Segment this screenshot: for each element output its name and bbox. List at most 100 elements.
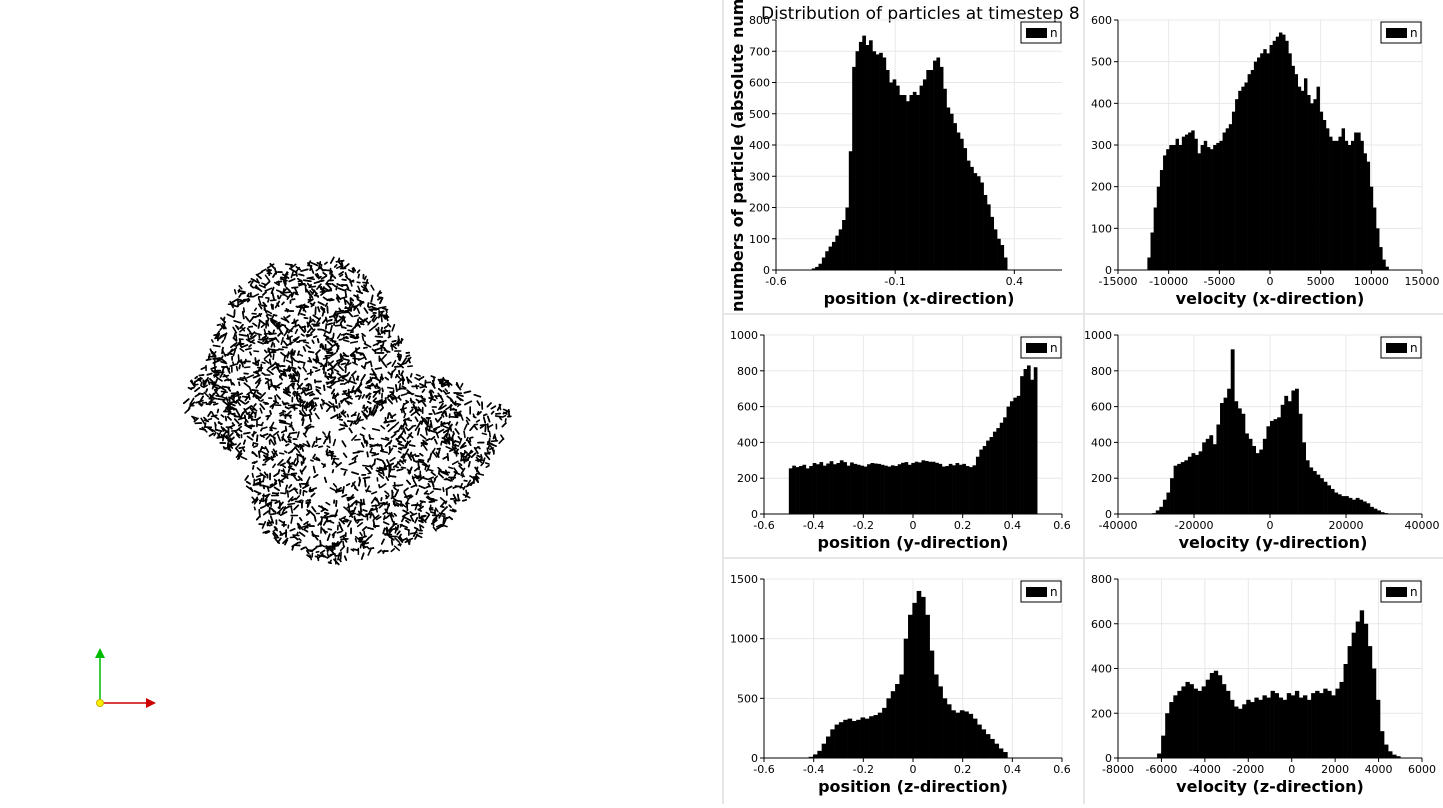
histogram-bar <box>1226 128 1229 270</box>
x-tick-label: -10000 <box>1149 275 1188 288</box>
histogram-bar <box>1190 684 1194 758</box>
histogram-bar <box>1194 689 1198 758</box>
histogram-bar <box>942 467 946 514</box>
x-tick-label: -0.4 <box>803 519 824 532</box>
y-tick-label: 800 <box>737 365 758 378</box>
histogram-bar <box>1299 414 1303 514</box>
histogram-bar <box>1000 423 1004 514</box>
histogram-bar <box>933 61 937 270</box>
y-tick-label: 600 <box>1091 618 1112 631</box>
y-tick-label: 800 <box>749 14 770 27</box>
histogram-bar <box>1345 496 1349 514</box>
histogram-bar <box>1246 700 1250 758</box>
histogram-bar <box>943 89 947 270</box>
histogram-bar <box>1320 112 1323 270</box>
histogram-bar <box>1267 698 1271 758</box>
histogram-bar <box>1370 187 1373 270</box>
histogram-bar <box>1379 247 1382 270</box>
histogram-bar <box>1177 691 1181 758</box>
histogram-bar <box>1010 401 1014 514</box>
legend-swatch <box>1386 587 1407 597</box>
histogram-bar <box>952 465 956 514</box>
histogram-bar <box>980 183 984 271</box>
histogram-bar <box>956 463 960 514</box>
histogram-bar <box>1270 45 1273 270</box>
histogram-bar <box>866 45 870 270</box>
histogram-bar <box>872 51 876 270</box>
x-tick-label: -4000 <box>1189 763 1221 776</box>
histogram-bar <box>1163 500 1167 514</box>
histogram-bar <box>1209 435 1213 514</box>
y-tick-label: 600 <box>737 401 758 414</box>
histogram-bar <box>908 615 913 758</box>
histogram-bar <box>1260 53 1263 270</box>
legend: n <box>1021 337 1061 358</box>
histogram-bar <box>829 247 833 270</box>
histogram-bar <box>1231 349 1235 514</box>
histogram-bar <box>865 719 870 758</box>
histogram-bar <box>1230 700 1234 758</box>
histogram-bar <box>1299 698 1303 758</box>
histogram-bar <box>1027 365 1031 514</box>
histogram-bar <box>1166 493 1170 514</box>
y-tick-label: 500 <box>749 108 770 121</box>
histogram-bar <box>969 467 973 514</box>
y-tick-label: 200 <box>1091 472 1112 485</box>
histogram-bar <box>864 467 868 514</box>
histogram-bars <box>1147 33 1388 271</box>
x-tick-label: 0.4 <box>1004 763 1022 776</box>
histogram-bar <box>930 70 934 270</box>
histogram-bar <box>1327 485 1331 514</box>
histogram-bar <box>1309 467 1313 514</box>
histogram-bar <box>882 708 887 758</box>
histogram-bar <box>945 466 949 514</box>
x-tick-label: 0.6 <box>1053 519 1071 532</box>
histogram-bar <box>1319 693 1323 758</box>
histogram-bar <box>1356 498 1360 514</box>
histogram-bar <box>884 466 888 514</box>
histogram-bar <box>1179 145 1182 270</box>
histogram-bar <box>1244 83 1247 271</box>
histogram-bar <box>1351 141 1354 270</box>
x-axis-label: velocity (z-direction) <box>1176 777 1364 796</box>
histogram-bar <box>990 217 994 270</box>
histogram-bar <box>1013 398 1017 514</box>
histogram-bar <box>1270 421 1274 514</box>
histogram-bar <box>1376 228 1379 270</box>
histogram-bar <box>1185 682 1189 758</box>
histogram-bar <box>947 704 952 758</box>
histogram-bar <box>1185 135 1188 270</box>
x-tick-label: -0.6 <box>753 519 774 532</box>
histogram-bar <box>904 639 909 758</box>
histogram-bar <box>918 462 922 514</box>
histogram-bar <box>1182 137 1185 270</box>
histogram-bar <box>1338 494 1342 514</box>
histogram-bar <box>1367 162 1370 270</box>
histogram-bar <box>949 464 953 514</box>
x-tick-label: -8000 <box>1102 763 1134 776</box>
histogram-bar <box>1241 414 1245 514</box>
histogram-bar <box>993 432 997 514</box>
histogram-bar <box>1313 471 1317 514</box>
histogram-bar <box>1034 367 1038 514</box>
histogram-bar <box>966 466 970 514</box>
histogram-bar <box>939 464 943 514</box>
histogram-bar <box>1172 145 1175 270</box>
histogram-bar <box>1341 496 1345 514</box>
histogram-bar <box>981 729 986 758</box>
y-tick-label: 500 <box>1091 56 1112 69</box>
histogram-bar <box>843 462 847 514</box>
histogram-bar <box>826 737 831 758</box>
histogram-bar <box>1357 133 1360 271</box>
histogram-bar <box>921 597 926 758</box>
x-tick-label: -0.2 <box>853 763 874 776</box>
histogram-bar <box>792 466 796 514</box>
histogram-bar <box>1259 450 1263 514</box>
legend-label: n <box>1050 26 1058 40</box>
histogram-bar <box>1166 149 1169 270</box>
histogram-bar <box>1315 691 1319 758</box>
histogram-bar <box>994 229 998 270</box>
